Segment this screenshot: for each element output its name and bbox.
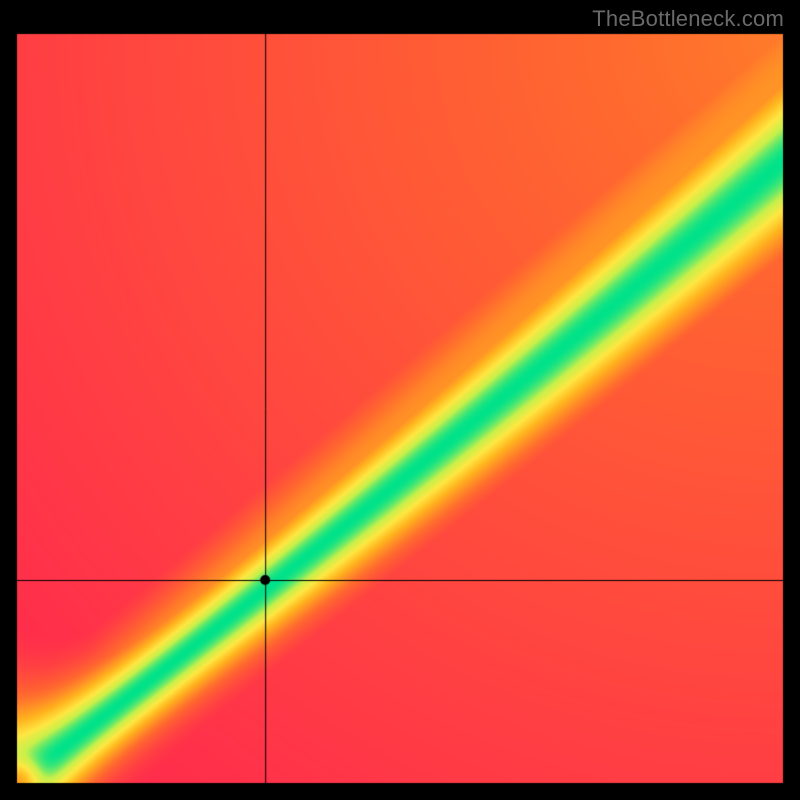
heatmap-chart: [0, 0, 800, 805]
watermark-text: TheBottleneck.com: [592, 6, 784, 32]
heatmap-canvas: [0, 0, 800, 800]
